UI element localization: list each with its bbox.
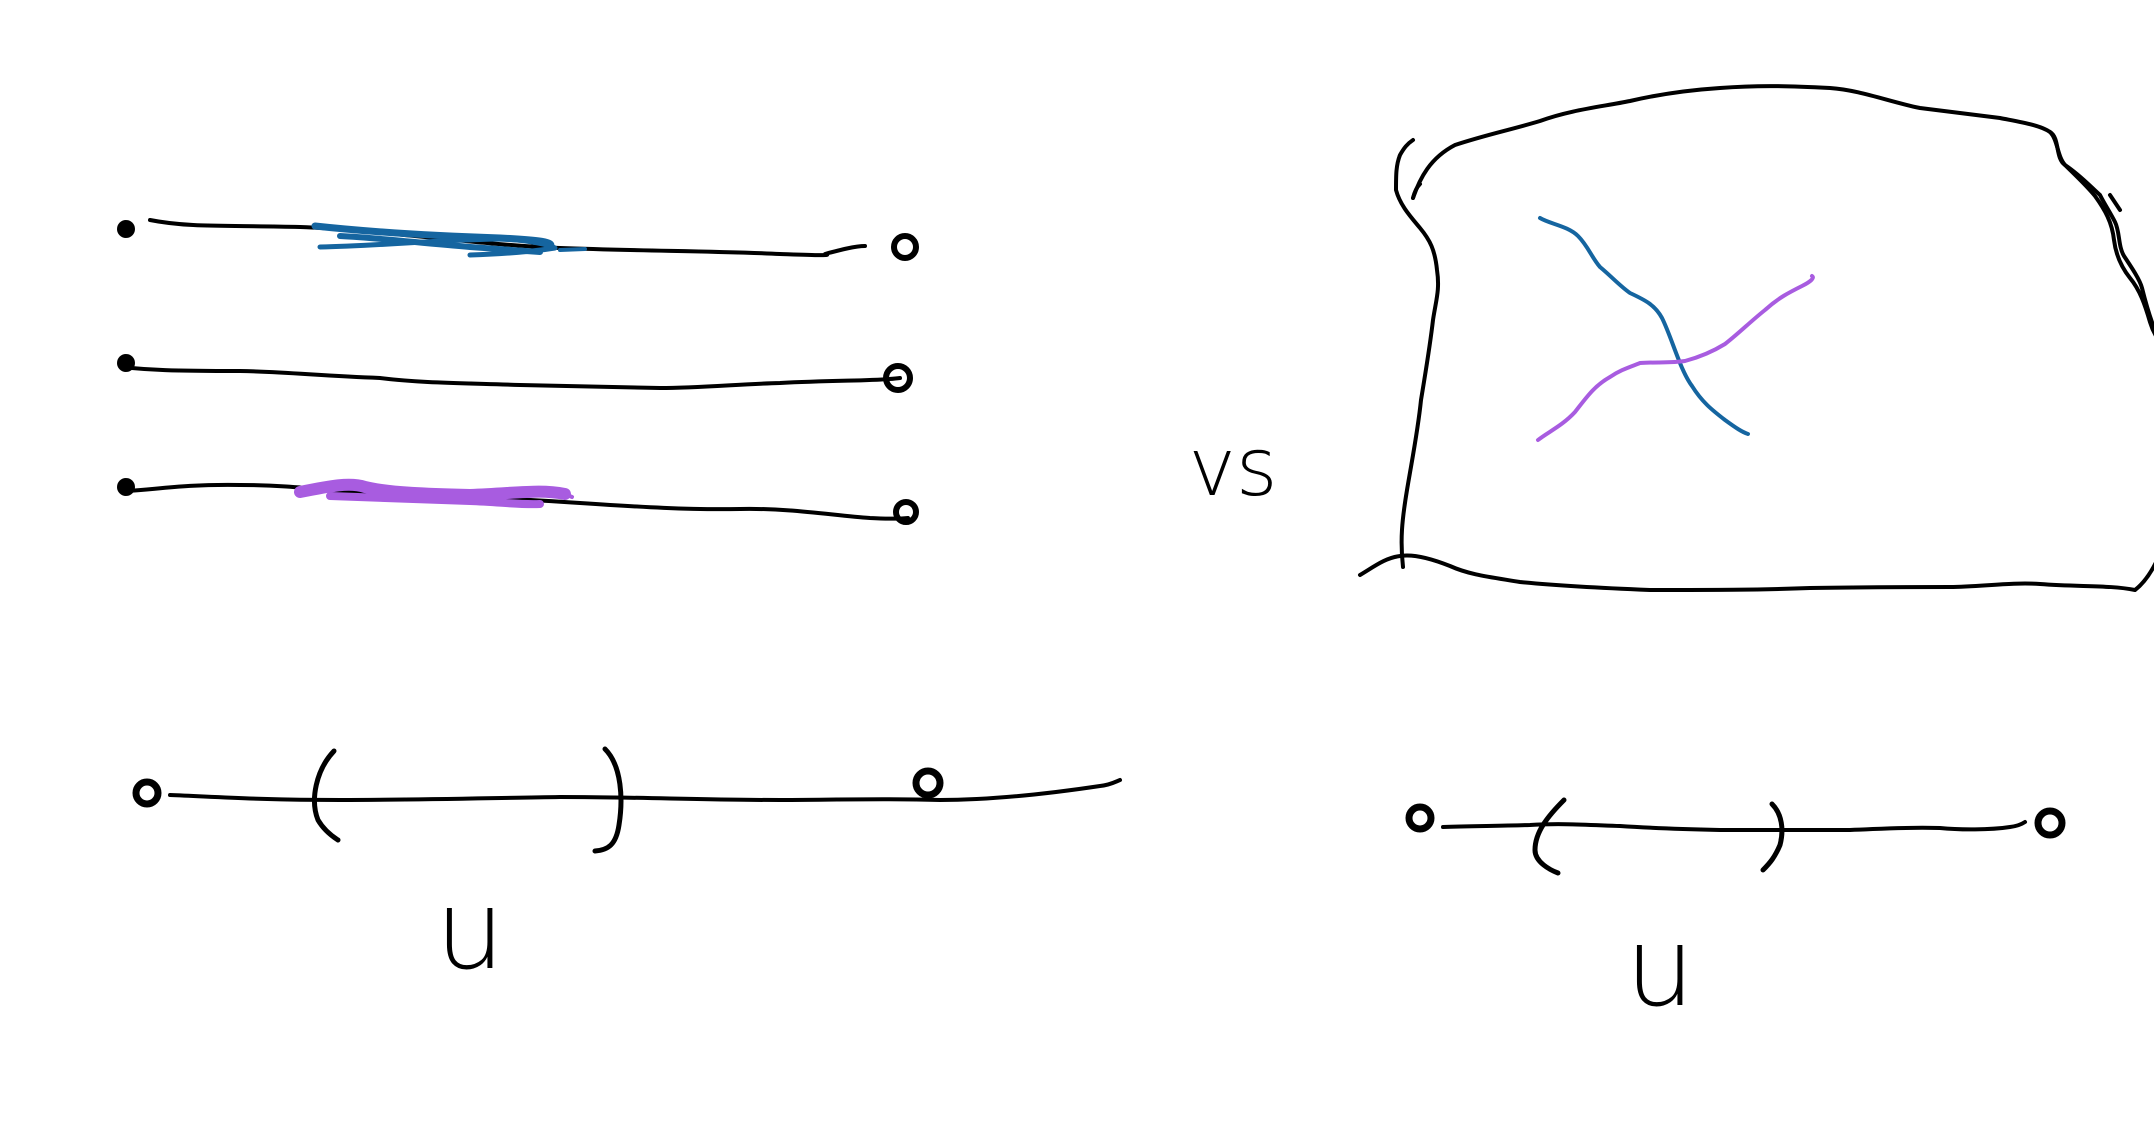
right-left-open-bracket bbox=[1532, 797, 1567, 876]
left-lines-group bbox=[117, 218, 919, 525]
middle-line-stroke bbox=[119, 365, 902, 390]
left-interval-line: u bbox=[132, 746, 1122, 994]
left-interval-left-endpoint bbox=[132, 778, 162, 808]
right-open-set-label: u bbox=[1625, 903, 1695, 1031]
right-region-group bbox=[1358, 84, 2154, 592]
top-line-right-endpoint bbox=[891, 233, 919, 261]
right-interval-stroke bbox=[1441, 820, 2027, 833]
bottom-line-right-endpoint bbox=[893, 499, 919, 525]
middle-line-right-endpoint bbox=[883, 363, 913, 393]
right-open-bracket bbox=[592, 746, 624, 854]
purple-path-segment bbox=[294, 478, 574, 509]
right-interval-line: u bbox=[1405, 797, 2066, 1031]
region-boundary bbox=[1411, 84, 2154, 332]
left-interval-right-endpoint bbox=[912, 767, 944, 799]
right-interval-left-endpoint bbox=[1405, 803, 1435, 833]
bottom-line-stroke bbox=[119, 482, 910, 521]
blue-path-segment bbox=[311, 222, 587, 258]
right-interval-right-endpoint bbox=[2034, 807, 2066, 839]
right-right-open-bracket bbox=[1760, 801, 1785, 873]
left-interval-stroke bbox=[168, 778, 1122, 802]
purple-path-scribble bbox=[294, 478, 571, 501]
bottom-line bbox=[117, 478, 919, 525]
vs-label: vs bbox=[1188, 421, 1277, 514]
top-line-left-endpoint bbox=[117, 220, 135, 238]
bottom-line-left-endpoint bbox=[117, 478, 135, 496]
left-open-bracket bbox=[312, 748, 341, 843]
left-open-set-label: u bbox=[435, 866, 505, 994]
middle-line bbox=[117, 354, 913, 393]
purple-crossing-path bbox=[1536, 274, 1815, 442]
blue-crossing-path bbox=[1538, 216, 1750, 436]
